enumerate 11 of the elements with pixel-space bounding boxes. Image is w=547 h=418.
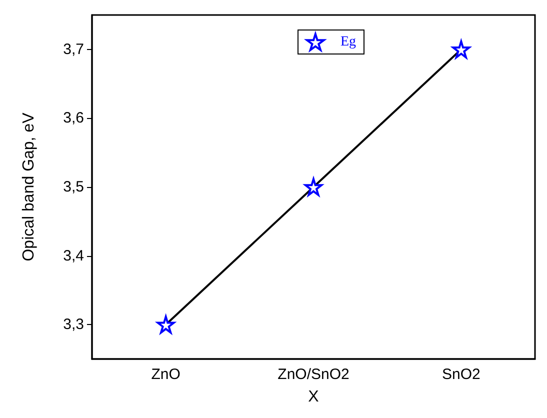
y-tick-label: 3,3 — [63, 316, 84, 334]
y-tick-label: 3,4 — [63, 247, 84, 264]
x-tick-label: SnO2 — [442, 366, 480, 383]
x-tick-label: ZnO — [151, 366, 180, 383]
y-tick-label: 3,5 — [63, 178, 84, 196]
legend-label: Eg — [340, 34, 356, 50]
y-axis-title: Opical band Gap, eV — [20, 112, 38, 262]
y-tick-label: 3,7 — [63, 40, 84, 58]
y-tick-label: 3,6 — [63, 110, 84, 127]
x-tick-label: ZnO/SnO2 — [278, 366, 350, 383]
x-axis-title: X — [308, 388, 320, 406]
